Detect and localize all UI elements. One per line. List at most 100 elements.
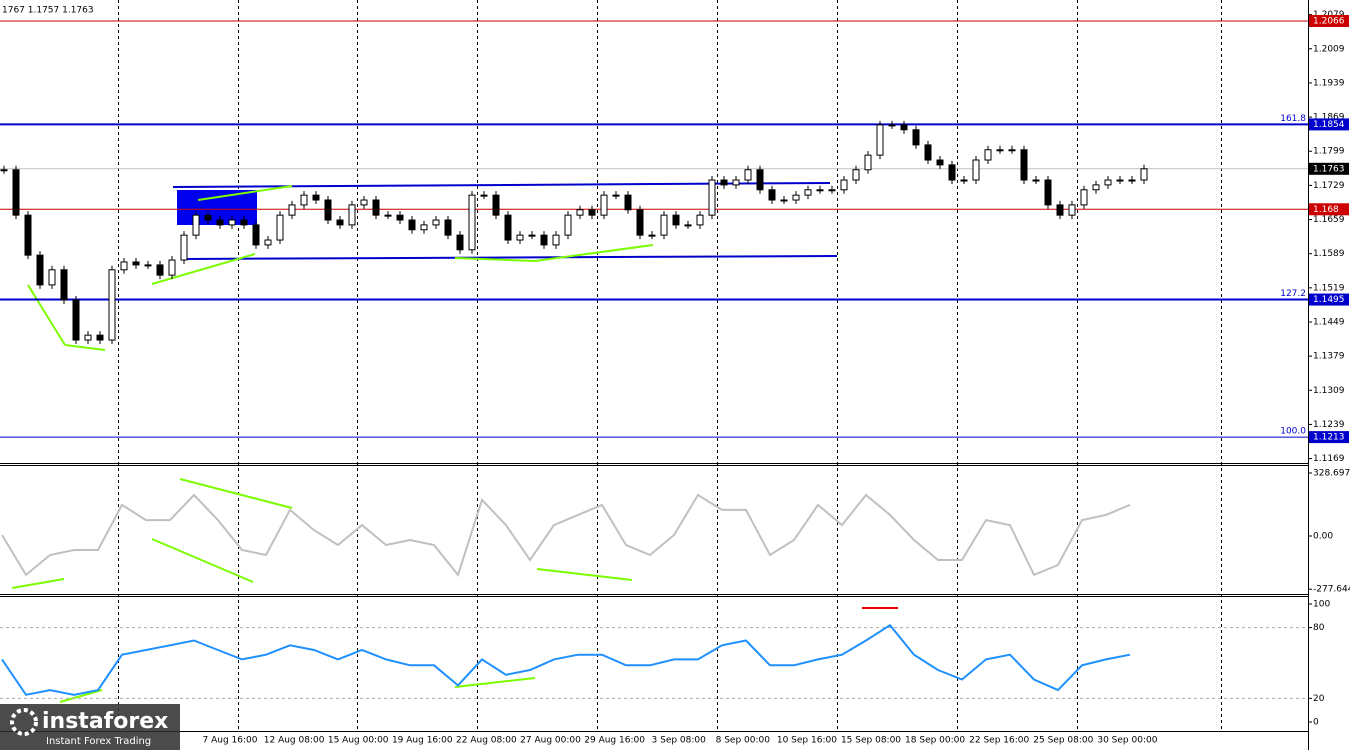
- y-tick-label: 1.1449: [1313, 317, 1345, 327]
- level-label-bg: [1309, 203, 1349, 216]
- candle: [552, 234, 560, 246]
- indicator-line: [1, 623, 1131, 696]
- candle: [648, 234, 656, 237]
- candle: [816, 189, 824, 192]
- level-label: 1.1854: [1313, 120, 1345, 130]
- candle: [516, 234, 524, 241]
- candle: [804, 189, 812, 196]
- candle: [120, 261, 128, 271]
- y-tick-label: 100: [1313, 599, 1330, 609]
- logo: instaforex Instant Forex Trading: [0, 704, 180, 750]
- candle: [276, 214, 284, 241]
- candle: [408, 219, 416, 231]
- logo-brand: instaforex: [42, 709, 168, 734]
- x-tick-label: 25 Sep 08:00: [1033, 736, 1093, 746]
- candle: [876, 124, 884, 156]
- x-tick-label: 15 Sep 08:00: [841, 736, 901, 746]
- y-tick-label: 1.1869: [1313, 113, 1345, 123]
- candle: [180, 234, 188, 261]
- x-tick-label: 3 Sep 08:00: [652, 736, 707, 746]
- candle: [1032, 179, 1040, 182]
- candle: [744, 169, 752, 181]
- candle: [564, 214, 572, 236]
- candle: [444, 219, 452, 236]
- candle: [996, 149, 1004, 152]
- y-tick-label: 1.1729: [1313, 181, 1345, 191]
- logo-tagline: Instant Forex Trading: [46, 736, 151, 747]
- candle: [288, 204, 296, 216]
- y-tick-label: 1.1169: [1313, 454, 1345, 464]
- candle: [48, 269, 56, 286]
- candle: [1008, 149, 1016, 152]
- candle: [600, 194, 608, 216]
- candle: [624, 194, 632, 211]
- candle: [324, 199, 332, 221]
- candle: [732, 179, 740, 186]
- candle: [900, 124, 908, 131]
- candle: [828, 189, 836, 192]
- candle: [132, 261, 140, 266]
- candle: [156, 264, 164, 276]
- candle: [1044, 179, 1052, 206]
- candle: [432, 219, 440, 226]
- x-tick-label: 8 Sep 00:00: [716, 736, 771, 746]
- candle: [1116, 179, 1124, 182]
- y-tick-label: 1.1309: [1313, 386, 1345, 396]
- candle: [492, 194, 500, 216]
- candle: [912, 129, 920, 146]
- ohlc-text: 1767 1.1757 1.1763: [2, 6, 94, 16]
- candle: [864, 154, 872, 171]
- last-price-bg: [1309, 162, 1349, 175]
- candle: [420, 224, 428, 231]
- y-tick-label: 1.1659: [1313, 215, 1345, 225]
- x-tick-label: 7 Aug 16:00: [203, 736, 258, 746]
- indicator-line: [1, 493, 1131, 577]
- candle: [504, 214, 512, 241]
- candle: [708, 179, 716, 216]
- fib-label: 127.2: [1280, 289, 1306, 299]
- candle: [924, 144, 932, 161]
- y-tick-label: 1.1379: [1313, 352, 1345, 362]
- candle: [672, 214, 680, 226]
- x-tick-label: 29 Aug 16:00: [584, 736, 645, 746]
- candle: [696, 214, 704, 226]
- level-label: 1.1495: [1313, 295, 1345, 305]
- y-tick-label: 1.2009: [1313, 44, 1345, 54]
- candle: [540, 234, 548, 246]
- candle: [936, 159, 944, 166]
- y-tick-label: 1.1239: [1313, 420, 1345, 430]
- candle: [264, 239, 272, 246]
- candle: [216, 219, 224, 226]
- candle: [360, 199, 368, 206]
- candle: [12, 169, 20, 216]
- x-tick-label: 19 Aug 16:00: [392, 736, 453, 746]
- level-label: 1.168: [1313, 205, 1339, 215]
- y-tick-label: 80: [1313, 623, 1325, 633]
- fib-label: 161.8: [1280, 114, 1306, 124]
- candle: [336, 219, 344, 226]
- candle: [888, 124, 896, 127]
- x-tick-label: 22 Aug 08:00: [456, 736, 517, 746]
- logo-icon: [10, 708, 38, 736]
- y-tick-label: -277.6449: [1313, 585, 1350, 595]
- candle: [192, 214, 200, 236]
- candle: [720, 179, 728, 186]
- candle: [204, 214, 212, 221]
- candle: [348, 204, 356, 226]
- level-label-bg: [1309, 118, 1349, 131]
- candle: [96, 334, 104, 341]
- time-grid: [118, 0, 1222, 731]
- candle: [840, 179, 848, 191]
- candle: [1068, 204, 1076, 216]
- candle: [84, 334, 92, 341]
- candle: [636, 209, 644, 236]
- candle: [168, 259, 176, 276]
- candle: [144, 264, 152, 267]
- x-tick-label: 22 Sep 16:00: [969, 736, 1029, 746]
- last-price-label: 1.1763: [1313, 164, 1345, 174]
- candle: [948, 164, 956, 181]
- level-label-bg: [1309, 14, 1349, 27]
- logo-bg: [0, 704, 180, 750]
